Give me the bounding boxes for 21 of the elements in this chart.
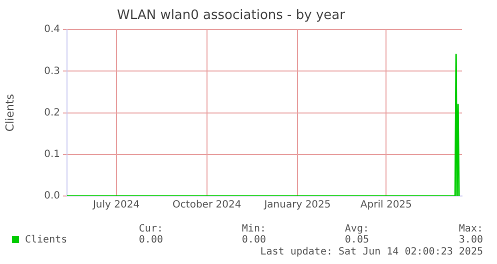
y-tick-label: 0.2	[44, 107, 60, 118]
x-tick-label: April 2025	[360, 200, 412, 211]
chart-title: WLAN wlan0 associations - by year	[117, 8, 346, 24]
y-tick-label: 0.3	[44, 66, 60, 77]
y-tick-label: 0.4	[44, 24, 60, 36]
legend-label: Clients	[25, 234, 68, 246]
text: Max:	[458, 224, 483, 235]
text: Cur:	[138, 224, 163, 235]
x-tick-label: October 2024	[172, 200, 242, 211]
y-axis-title: Clients	[3, 94, 16, 132]
text: 0.05	[344, 234, 369, 246]
y-tick-label: 0.0	[44, 190, 60, 202]
text: 3.00	[458, 234, 483, 246]
x-tick-label: January 2025	[263, 200, 331, 211]
text: 0.00	[138, 234, 163, 246]
text: Avg:	[344, 224, 369, 235]
y-tick-label: 0.1	[44, 148, 60, 160]
text: 0.00	[242, 234, 266, 246]
x-tick-label: July 2024	[92, 200, 140, 211]
text: Min:	[242, 224, 266, 235]
text: Last update: Sat Jun 14 02:00:23 2025	[260, 246, 483, 258]
